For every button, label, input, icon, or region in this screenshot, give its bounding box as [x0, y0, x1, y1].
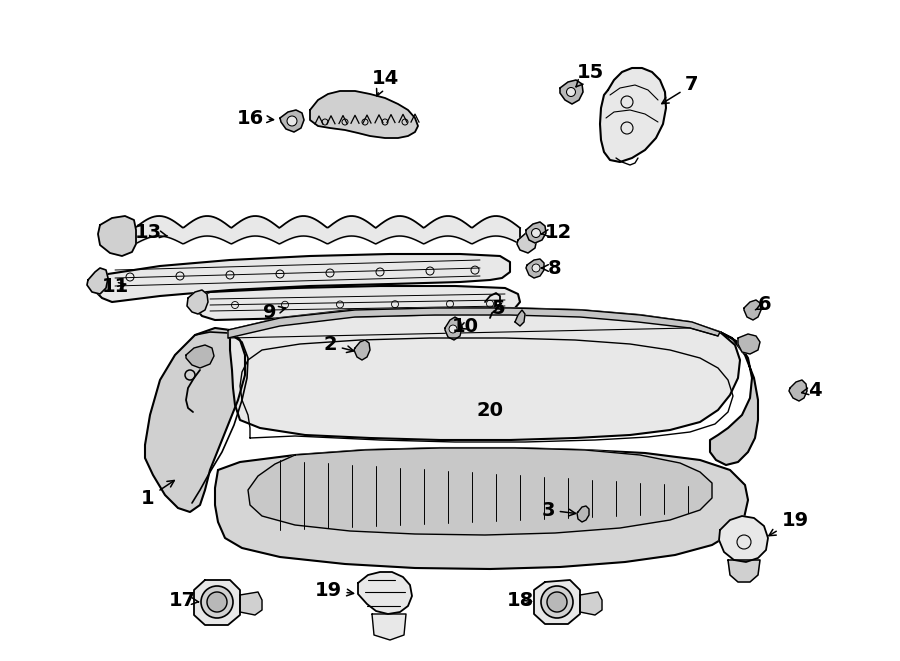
Polygon shape	[358, 572, 412, 614]
Polygon shape	[145, 328, 245, 512]
Polygon shape	[526, 259, 544, 278]
Polygon shape	[534, 580, 580, 624]
Text: 6: 6	[755, 295, 772, 315]
Polygon shape	[186, 345, 214, 368]
Text: 16: 16	[237, 108, 274, 128]
Polygon shape	[98, 216, 136, 256]
Polygon shape	[230, 308, 740, 440]
Polygon shape	[354, 340, 370, 360]
Text: 7: 7	[662, 75, 698, 104]
Text: 1: 1	[141, 481, 175, 508]
Text: 18: 18	[507, 590, 534, 609]
Polygon shape	[577, 506, 589, 522]
Text: 19: 19	[314, 580, 354, 600]
Polygon shape	[560, 80, 583, 104]
Text: 11: 11	[102, 278, 129, 297]
Polygon shape	[195, 286, 520, 320]
Text: 17: 17	[168, 590, 199, 609]
Text: 20: 20	[476, 401, 503, 420]
Circle shape	[532, 229, 541, 237]
Polygon shape	[228, 308, 720, 338]
Circle shape	[449, 325, 457, 333]
Text: 10: 10	[452, 317, 479, 336]
Polygon shape	[517, 232, 537, 253]
Circle shape	[532, 264, 540, 272]
Text: 2: 2	[323, 336, 354, 354]
Polygon shape	[600, 68, 666, 162]
Text: 8: 8	[542, 258, 562, 278]
Polygon shape	[215, 448, 748, 569]
Polygon shape	[789, 380, 807, 401]
Polygon shape	[240, 592, 262, 615]
Text: 5: 5	[491, 299, 505, 317]
Polygon shape	[372, 614, 406, 640]
Polygon shape	[248, 448, 712, 535]
Polygon shape	[87, 268, 108, 294]
Text: 4: 4	[802, 381, 822, 399]
Text: 14: 14	[372, 69, 399, 96]
Polygon shape	[310, 91, 418, 138]
Polygon shape	[728, 560, 760, 582]
Polygon shape	[526, 222, 546, 243]
Polygon shape	[738, 334, 760, 354]
Circle shape	[547, 592, 567, 612]
Polygon shape	[580, 592, 602, 615]
Polygon shape	[445, 317, 462, 340]
Text: 3: 3	[541, 500, 575, 520]
Circle shape	[287, 116, 297, 126]
Polygon shape	[194, 580, 240, 625]
Polygon shape	[95, 254, 510, 302]
Polygon shape	[515, 310, 525, 326]
Polygon shape	[719, 516, 768, 562]
Polygon shape	[280, 110, 304, 132]
Text: 13: 13	[134, 223, 167, 241]
Circle shape	[541, 586, 573, 618]
Text: 19: 19	[769, 510, 808, 535]
Text: 12: 12	[541, 223, 572, 241]
Circle shape	[201, 586, 233, 618]
Polygon shape	[710, 332, 758, 465]
Circle shape	[207, 592, 227, 612]
Polygon shape	[187, 290, 208, 314]
Text: 15: 15	[576, 63, 604, 87]
Text: 9: 9	[263, 303, 285, 321]
Circle shape	[566, 87, 575, 97]
Polygon shape	[744, 300, 761, 320]
